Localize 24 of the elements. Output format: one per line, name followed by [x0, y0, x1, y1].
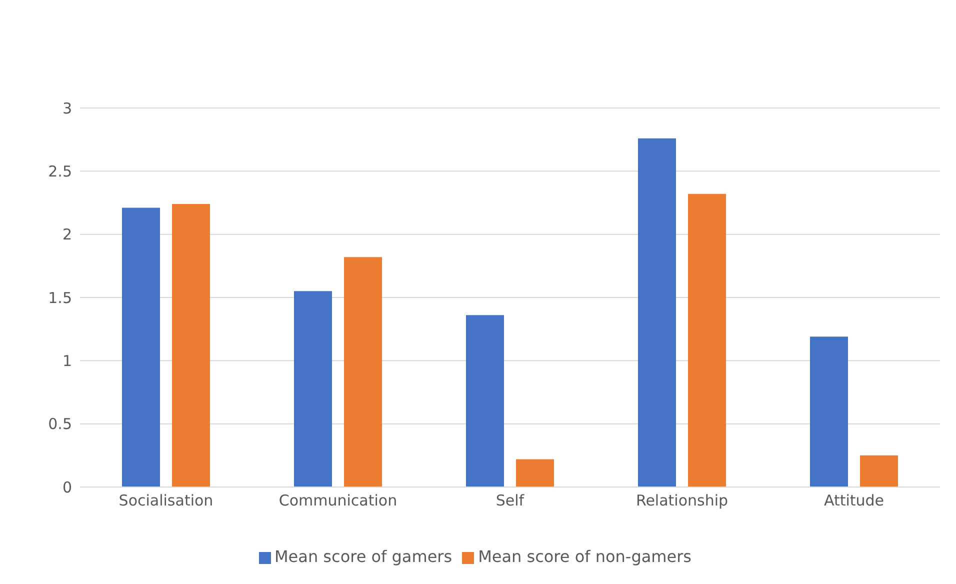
x-tick-label: Communication — [278, 492, 398, 510]
bar — [344, 257, 382, 487]
y-tick-label: 1 — [62, 352, 72, 370]
bar — [294, 291, 332, 487]
legend-label: Mean score of gamers — [274, 547, 452, 566]
bar — [516, 459, 554, 487]
bar — [810, 336, 848, 487]
y-tick-label: 2 — [62, 226, 72, 244]
y-tick-label: 3 — [62, 99, 72, 118]
bar — [688, 194, 726, 487]
x-tick-label: Socialisation — [118, 492, 214, 510]
bar — [172, 204, 210, 487]
y-tick-label: 1.5 — [48, 288, 72, 307]
legend-label: Mean score of non-gamers — [478, 547, 692, 566]
y-tick-label: 2.5 — [48, 162, 72, 180]
bar — [860, 455, 898, 487]
x-tick-label: Self — [496, 492, 525, 510]
bar — [122, 208, 160, 487]
y-tick-label: 0 — [62, 478, 72, 496]
bar — [638, 138, 676, 487]
y-tick-label: 0.5 — [48, 415, 72, 434]
bar — [466, 315, 504, 487]
x-tick-label: Relationship — [636, 492, 728, 510]
x-tick-label: Attitude — [824, 492, 884, 510]
